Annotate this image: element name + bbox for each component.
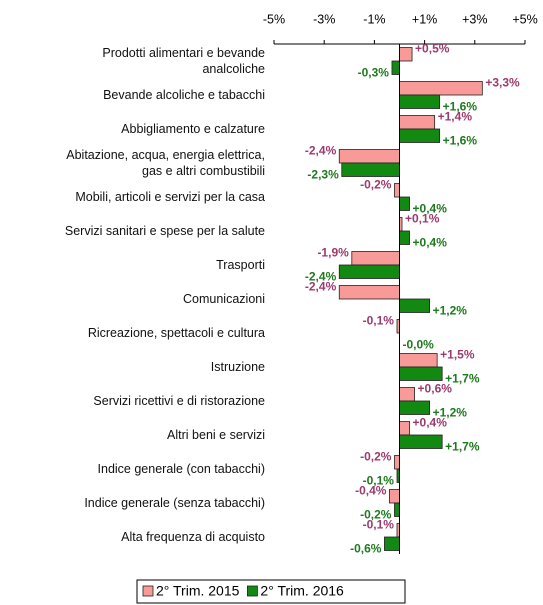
- bar: [399, 421, 410, 436]
- legend-box: [136, 579, 406, 604]
- value-label: -0,6%: [350, 542, 382, 556]
- bar: [338, 264, 400, 279]
- bar: [399, 434, 443, 449]
- bar: [399, 47, 413, 62]
- x-tick-label: +3%: [462, 12, 487, 26]
- value-label: -0,3%: [358, 66, 390, 80]
- value-label: -0,2%: [360, 178, 392, 192]
- x-tick-label: -1%: [363, 12, 385, 26]
- bar: [399, 298, 431, 313]
- value-label: +1,4%: [438, 110, 473, 124]
- legend-label: 2° Trim. 2015: [156, 583, 240, 599]
- category-label: Mobili, articoli e servizi per la casa: [75, 190, 265, 204]
- x-tick-label: -3%: [313, 12, 335, 26]
- bar: [399, 230, 410, 245]
- value-label: +1,7%: [445, 372, 480, 386]
- bar: [399, 400, 431, 415]
- value-label: +1,7%: [445, 440, 480, 454]
- value-label: +1,2%: [433, 304, 468, 318]
- bar: [399, 94, 441, 109]
- value-label: +0,4%: [413, 236, 448, 250]
- bar: [399, 115, 436, 130]
- category-label: Indice generale (senza tabacchi): [84, 496, 265, 510]
- category-label: Prodotti alimentari e bevande analcolich…: [102, 46, 265, 76]
- legend-label: 2° Trim. 2016: [260, 583, 344, 599]
- bar: [389, 489, 400, 504]
- category-label: Servizi ricettivi e di ristorazione: [93, 394, 265, 408]
- value-label: +0,1%: [405, 212, 440, 226]
- x-tick-label: +5%: [512, 12, 537, 26]
- category-label: Abbigliamento e calzature: [121, 122, 265, 136]
- legend-swatch: [142, 585, 154, 597]
- x-tick-label: -5%: [263, 12, 285, 26]
- bar: [399, 128, 441, 143]
- value-label: -0,0%: [403, 338, 435, 352]
- value-label: -0,1%: [363, 314, 395, 328]
- value-label: -0,1%: [363, 474, 395, 488]
- bar: [399, 353, 438, 368]
- value-label: -2,3%: [307, 168, 339, 182]
- bar: [399, 366, 443, 381]
- value-label: -1,9%: [317, 246, 349, 260]
- value-label: +0,4%: [413, 202, 448, 216]
- category-label: Bevande alcoliche e tabacchi: [103, 88, 265, 102]
- value-label: +1,6%: [443, 100, 478, 114]
- bar: [394, 455, 400, 470]
- bar: [341, 162, 400, 177]
- category-label: Comunicazioni: [183, 292, 265, 306]
- bar: [394, 183, 400, 198]
- bar: [338, 149, 400, 164]
- category-label: Abitazione, acqua, energia elettrica, ga…: [66, 148, 265, 178]
- legend-swatch: [247, 585, 258, 597]
- bar: [338, 285, 400, 300]
- bar: [391, 60, 400, 75]
- value-label: -2,4%: [305, 270, 337, 284]
- value-label: +1,2%: [433, 406, 468, 420]
- value-label: +0,5%: [415, 42, 450, 56]
- bar: [394, 502, 400, 517]
- value-label: +0,6%: [418, 382, 453, 396]
- bar: [399, 196, 410, 211]
- value-label: +1,6%: [443, 134, 478, 148]
- value-label: -2,4%: [305, 280, 337, 294]
- value-label: -0,2%: [360, 508, 392, 522]
- value-label: +1,5%: [440, 348, 475, 362]
- category-label: Servizi sanitari e spese per la salute: [64, 224, 265, 238]
- value-label: -2,4%: [305, 144, 337, 158]
- value-label: +0,4%: [413, 416, 448, 430]
- bar: [399, 81, 483, 96]
- bar: [399, 387, 415, 402]
- x-tick-label: +1%: [412, 12, 437, 26]
- value-label: -0,4%: [355, 484, 387, 498]
- category-label: Ricreazione, spettacoli e cultura: [87, 326, 265, 340]
- bar: [351, 251, 400, 266]
- value-label: -0,2%: [360, 450, 392, 464]
- category-label: Indice generale (con tabacchi): [97, 462, 265, 476]
- category-label: Istruzione: [210, 360, 265, 374]
- bar: [384, 536, 400, 551]
- category-label: Trasporti: [216, 258, 265, 272]
- category-label: Alta frequenza di acquisto: [121, 530, 265, 544]
- value-label: +3,3%: [485, 76, 520, 90]
- value-label: -0,1%: [363, 518, 395, 532]
- category-label: Altri beni e servizi: [167, 428, 265, 442]
